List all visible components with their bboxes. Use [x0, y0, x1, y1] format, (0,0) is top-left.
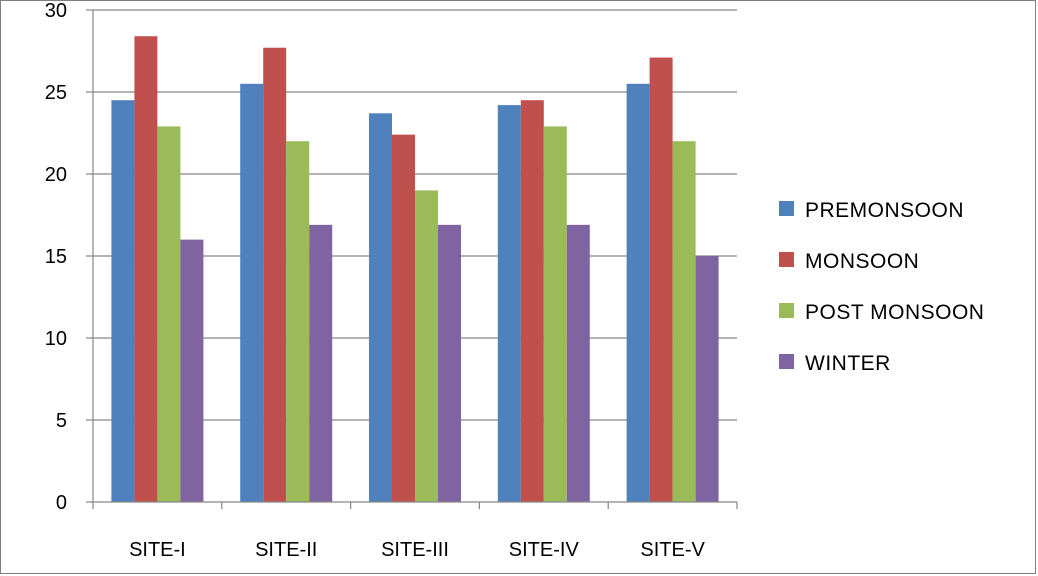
y-tick-label: 15 [45, 246, 67, 268]
y-tick-label: 25 [45, 82, 67, 104]
y-tick-label: 10 [45, 328, 67, 350]
legend-swatch [779, 201, 794, 216]
y-tick-label: 30 [45, 0, 67, 22]
bar-premonsoon-site-ii [240, 83, 264, 503]
legend-label: PREMONSOON [805, 199, 964, 222]
bar-post-monsoon-site-iv [543, 126, 567, 502]
bar-premonsoon-site-iv [497, 105, 521, 503]
bar-monsoon-site-i [134, 36, 158, 503]
legend-label: WINTER [805, 352, 891, 375]
x-tick-label: SITE-IV [509, 539, 580, 561]
legend-label: MONSOON [805, 250, 919, 273]
x-tick-label: SITE-V [640, 539, 705, 561]
legend-swatch [779, 303, 794, 318]
y-tick-label: 20 [45, 164, 67, 186]
bar-monsoon-site-iii [392, 134, 415, 502]
bars [111, 36, 719, 503]
bar-winter-site-iii [438, 224, 461, 502]
bar-premonsoon-site-v [626, 83, 650, 503]
bar-post-monsoon-site-iii [415, 190, 438, 502]
legend-swatch [779, 354, 794, 369]
x-tick-label: SITE-I [129, 539, 186, 561]
bar-winter-site-i [180, 239, 204, 502]
bar-winter-site-ii [309, 224, 333, 502]
bar-premonsoon-site-i [111, 100, 135, 502]
bar-premonsoon-site-iii [369, 113, 392, 502]
legend-label: POST MONSOON [805, 301, 984, 324]
bar-monsoon-site-iv [520, 100, 544, 502]
x-tick-label: SITE-III [381, 539, 449, 561]
legend-swatch [779, 252, 794, 267]
bar-winter-site-iv [566, 224, 590, 502]
legend: PREMONSOON MONSOON POST MONSOON WINTER [779, 199, 984, 375]
y-tick-label: 5 [56, 410, 67, 432]
bar-winter-site-v [695, 256, 719, 502]
x-tick-label: SITE-II [255, 539, 317, 561]
bar-post-monsoon-site-ii [286, 141, 310, 502]
bar-monsoon-site-v [649, 57, 673, 503]
bar-post-monsoon-site-v [672, 141, 696, 502]
axes: 0 5 10 15 20 25 30 SITE-I SITE-II SITE-III SITE-IV… [45, 0, 738, 561]
bar-post-monsoon-site-i [157, 126, 181, 502]
bar-monsoon-site-ii [263, 47, 287, 502]
y-tick-label: 0 [56, 492, 67, 514]
